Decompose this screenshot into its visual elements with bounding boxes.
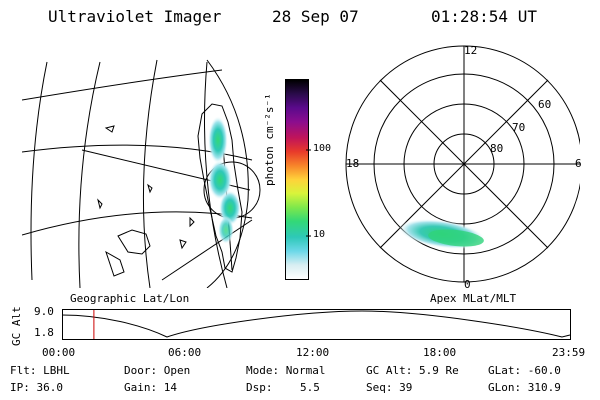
mlat-label-70: 70	[512, 121, 526, 134]
coastline	[197, 103, 243, 273]
coastline	[179, 239, 187, 250]
orbit-xtick-0000: 00:00	[42, 346, 76, 359]
glat-value: GLat: -60.0	[488, 364, 561, 377]
colorbar-unit-label: photon cm⁻²s⁻¹	[263, 93, 276, 186]
ip-value: IP: 36.0	[10, 381, 63, 394]
gain-value: Gain: 14	[124, 381, 177, 394]
door-status: Door: Open	[124, 364, 191, 377]
orbit-altitude-plot	[62, 309, 571, 340]
coastline	[117, 229, 151, 255]
seq-value: Seq: 39	[366, 381, 413, 394]
orbit-xtick-1800: 18:00	[423, 346, 457, 359]
dsp-label: Dsp:	[246, 381, 273, 394]
mlat-label-80: 80	[490, 142, 504, 155]
coastline	[105, 250, 125, 277]
orbit-ylabel: GC Alt	[10, 306, 23, 346]
coastline	[147, 183, 153, 194]
polar-plot	[345, 45, 580, 283]
colorbar-ticks	[306, 149, 311, 237]
glon-value: GLon: 310.9	[488, 381, 561, 394]
orbit-ytick-max: 9.0	[34, 305, 54, 318]
auroral-oval-emission	[428, 229, 484, 247]
dsp-value: 5.5	[300, 381, 320, 394]
time-label: 01:28:54 UT	[431, 7, 537, 26]
mlt-label-6: 6	[575, 157, 582, 170]
coastline	[189, 216, 195, 228]
instrument-title: Ultraviolet Imager	[48, 7, 222, 26]
filter-value: Flt: LBHL	[10, 364, 70, 377]
mlt-label-0: 0	[464, 278, 471, 291]
colorbar	[285, 79, 309, 280]
aurora-emission-blob	[218, 216, 234, 244]
mlt-label-18: 18	[346, 157, 360, 170]
orbit-ytick-min: 1.8	[34, 326, 54, 339]
orbit-altitude-curve	[62, 310, 571, 338]
geo-map-label: Geographic Lat/Lon	[70, 292, 190, 305]
mlat-label-60: 60	[538, 98, 552, 111]
gc-alt-value: GC Alt: 5.9 Re	[366, 364, 459, 377]
aurora-emission-blob	[208, 160, 232, 200]
orbit-xtick-2359: 23:59	[552, 346, 586, 359]
aurora-emission-blob	[208, 116, 228, 164]
orbit-xtick-0600: 06:00	[168, 346, 202, 359]
orbit-xtick-1200: 12:00	[296, 346, 330, 359]
polar-plot-label: Apex MLat/MLT	[430, 292, 517, 305]
colorbar-tick-10: 10	[313, 229, 326, 240]
mode-value: Mode: Normal	[246, 364, 326, 377]
colorbar-tick-100: 100	[313, 143, 332, 154]
coastline	[104, 125, 115, 133]
mlt-label-12: 12	[464, 44, 478, 57]
coastline	[97, 198, 103, 210]
date-label: 28 Sep 07	[272, 7, 359, 26]
geographic-map	[22, 59, 261, 288]
